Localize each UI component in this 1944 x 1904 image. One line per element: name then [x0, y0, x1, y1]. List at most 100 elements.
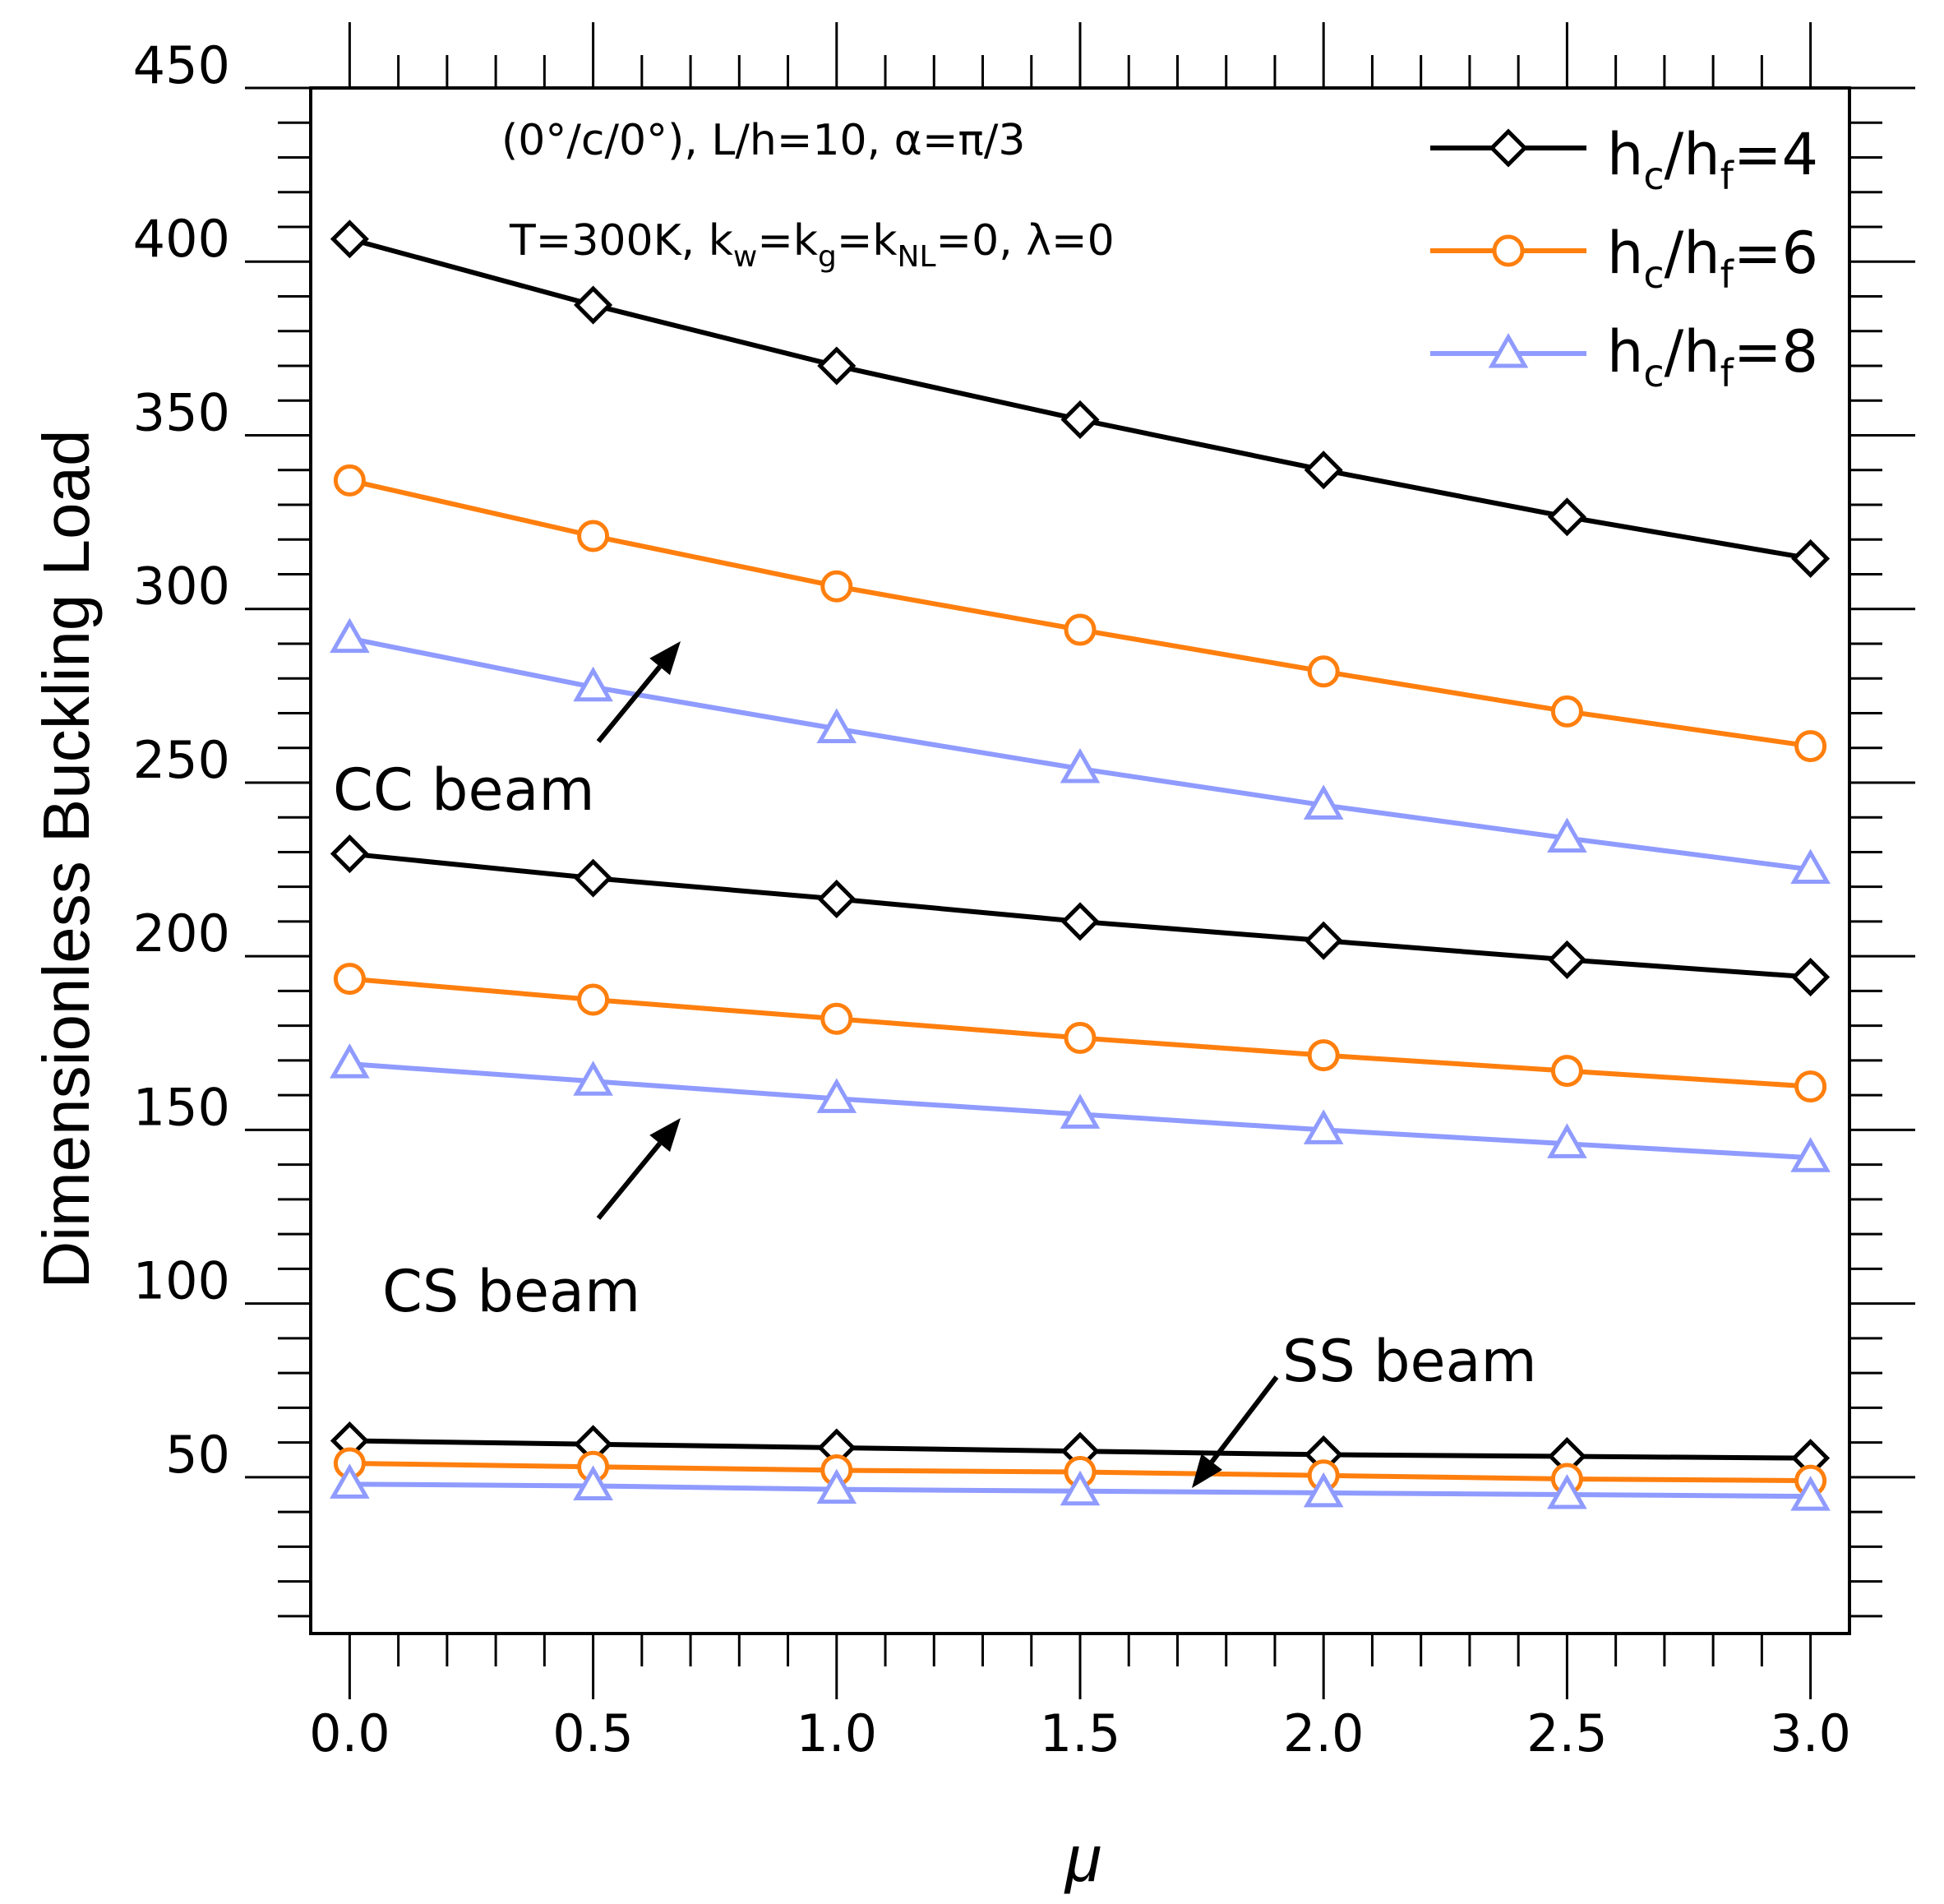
y-tick-label: 200	[133, 903, 230, 964]
legend-sub-c-6: c	[1643, 252, 1664, 297]
legend-sub-f-6: f	[1720, 252, 1735, 297]
legend-mid-6: /h	[1665, 220, 1720, 287]
data-point-cc-hc-hf-6	[1550, 695, 1583, 728]
data-point-cc-hc-hf-8	[1790, 848, 1831, 885]
data-point-cc-hc-hf-8	[1060, 748, 1101, 783]
legend-h-4: h	[1607, 121, 1643, 188]
data-point-cc-hc-hf-4	[330, 220, 369, 259]
data-point-cs-hc-hf-8	[816, 1078, 857, 1113]
series-cs-hc-hf-8	[330, 1043, 1831, 1172]
annotation-sub-g: g	[818, 240, 837, 274]
data-point-cc-hc-hf-8	[1303, 784, 1344, 820]
x-tick-label: 0.0	[309, 1703, 390, 1763]
cs-beam-arrow-shaft	[596, 1142, 662, 1220]
data-point-cs-hc-hf-8	[330, 1043, 370, 1079]
annotation-part-b: =k	[757, 216, 818, 266]
annotation-sub-w: w	[733, 240, 757, 274]
legend-suffix-6: =6	[1734, 220, 1818, 287]
data-point-cc-hc-hf-6	[1794, 730, 1827, 763]
legend-label-hc-hf-8: hc/hf=8	[1607, 318, 1818, 395]
data-point-cs-hc-hf-8	[573, 1061, 613, 1096]
data-point-ss-hc-hf-8	[816, 1468, 857, 1504]
data-point-cs-hc-hf-4	[1547, 940, 1586, 979]
data-point-cc-hc-hf-8	[816, 708, 857, 743]
ss-beam-arrow	[1192, 1375, 1279, 1488]
legend-sub-c-8: c	[1643, 351, 1664, 395]
legend-label-hc-hf-4: hc/hf=4	[1607, 121, 1818, 198]
legend-marker-2	[1488, 332, 1529, 368]
data-point-cs-hc-hf-6	[1307, 1039, 1340, 1072]
legend-suffix-4: =4	[1734, 121, 1818, 188]
legend-label-hc-hf-6: hc/hf=6	[1607, 220, 1818, 297]
data-point-cs-hc-hf-4	[1060, 902, 1100, 941]
x-axis-title: μ	[1064, 1822, 1101, 1895]
data-point-cs-hc-hf-8	[1303, 1109, 1344, 1144]
data-point-cs-hc-hf-6	[1550, 1055, 1583, 1088]
data-point-cc-hc-hf-6	[1064, 613, 1097, 646]
cc-beam-arrow-head	[649, 641, 681, 676]
series-cc-hc-hf-4	[330, 220, 1831, 578]
y-tick-label: 450	[133, 35, 230, 95]
annotation-sub-nl: NL	[898, 240, 936, 274]
y-tick-label: 250	[133, 730, 230, 790]
ss-beam-label: SS beam	[1282, 1328, 1537, 1395]
legend-marker-0	[1489, 128, 1528, 168]
series-line-cc-hc-hf-4	[349, 236, 1812, 561]
series-ss-hc-hf-8	[330, 1463, 1831, 1511]
legend-suffix-8: =8	[1734, 318, 1818, 386]
legend-sub-c-4: c	[1643, 154, 1664, 198]
data-point-cs-hc-hf-4	[330, 834, 369, 874]
data-point-ss-hc-hf-8	[573, 1465, 613, 1500]
data-point-cc-hc-hf-6	[577, 520, 610, 552]
legend-sub-f-8: f	[1720, 351, 1735, 395]
y-tick-label: 50	[165, 1425, 230, 1485]
ss-beam-arrow-head	[1192, 1453, 1222, 1488]
legend-markers	[1430, 128, 1586, 368]
data-point-cs-hc-hf-4	[817, 879, 857, 919]
data-point-cs-hc-hf-8	[1547, 1123, 1587, 1158]
data-point-cc-hc-hf-4	[1060, 400, 1100, 439]
x-tick-label: 3.0	[1770, 1703, 1851, 1763]
annotation-line-1: (0°/c/0°), L/h=10, α=π/3	[501, 116, 1025, 165]
annotation-part-a: T=300K, k	[509, 216, 733, 266]
cc-beam-label: CC beam	[333, 756, 595, 824]
data-point-cc-hc-hf-4	[1791, 538, 1831, 578]
series-cc-hc-hf-8	[330, 617, 1831, 885]
data-point-cs-hc-hf-4	[574, 858, 613, 898]
y-tick-label: 350	[133, 382, 230, 442]
data-point-cs-hc-hf-8	[1790, 1137, 1831, 1172]
data-point-cc-hc-hf-8	[573, 666, 613, 702]
data-point-cc-hc-hf-4	[817, 346, 857, 386]
annotation-part-d: =0, λ=0	[936, 216, 1115, 266]
axis-ticks: 50 100 150 200 250 300 350 400 450 0.0 0.5 1.0 1.5 2.…	[133, 22, 1915, 1763]
cs-beam-arrow-head	[649, 1118, 681, 1153]
cs-beam-label: CS beam	[382, 1258, 640, 1325]
data-point-cc-hc-hf-8	[330, 617, 370, 654]
data-point-cc-hc-hf-4	[1304, 451, 1343, 490]
x-tick-label: 1.0	[796, 1703, 877, 1763]
data-point-cc-hc-hf-8	[1547, 817, 1587, 853]
x-tick-label: 0.5	[552, 1703, 634, 1763]
cc-beam-arrow	[596, 641, 681, 743]
series-lines	[330, 220, 1831, 1511]
data-point-cs-hc-hf-8	[1060, 1093, 1101, 1129]
data-point-cc-hc-hf-4	[574, 285, 613, 325]
data-point-cs-hc-hf-4	[1304, 921, 1343, 960]
legend-sub-f-4: f	[1720, 154, 1735, 198]
data-point-cs-hc-hf-6	[820, 1002, 853, 1035]
data-point-ss-hc-hf-8	[1547, 1473, 1587, 1509]
annotation-line-2: T=300K, kw=kg=kNL=0, λ=0	[509, 216, 1115, 274]
data-point-ss-hc-hf-8	[1303, 1472, 1344, 1508]
y-axis-title: Dimensionless Buckling Load	[30, 430, 103, 1289]
x-tick-label: 1.5	[1040, 1703, 1121, 1763]
data-point-cc-hc-hf-4	[1547, 497, 1586, 537]
cs-beam-arrow	[596, 1118, 681, 1220]
data-point-ss-hc-hf-8	[1790, 1476, 1831, 1511]
legend: hc/hf=4 hc/hf=6 hc/hf=8	[1430, 121, 1818, 395]
data-point-cs-hc-hf-4	[1791, 957, 1831, 997]
data-point-cc-hc-hf-6	[820, 570, 853, 603]
y-tick-label: 100	[133, 1251, 230, 1311]
legend-mid-4: /h	[1665, 121, 1720, 188]
annotation-part-c: =k	[837, 216, 898, 266]
beam-arrows	[596, 641, 1279, 1488]
